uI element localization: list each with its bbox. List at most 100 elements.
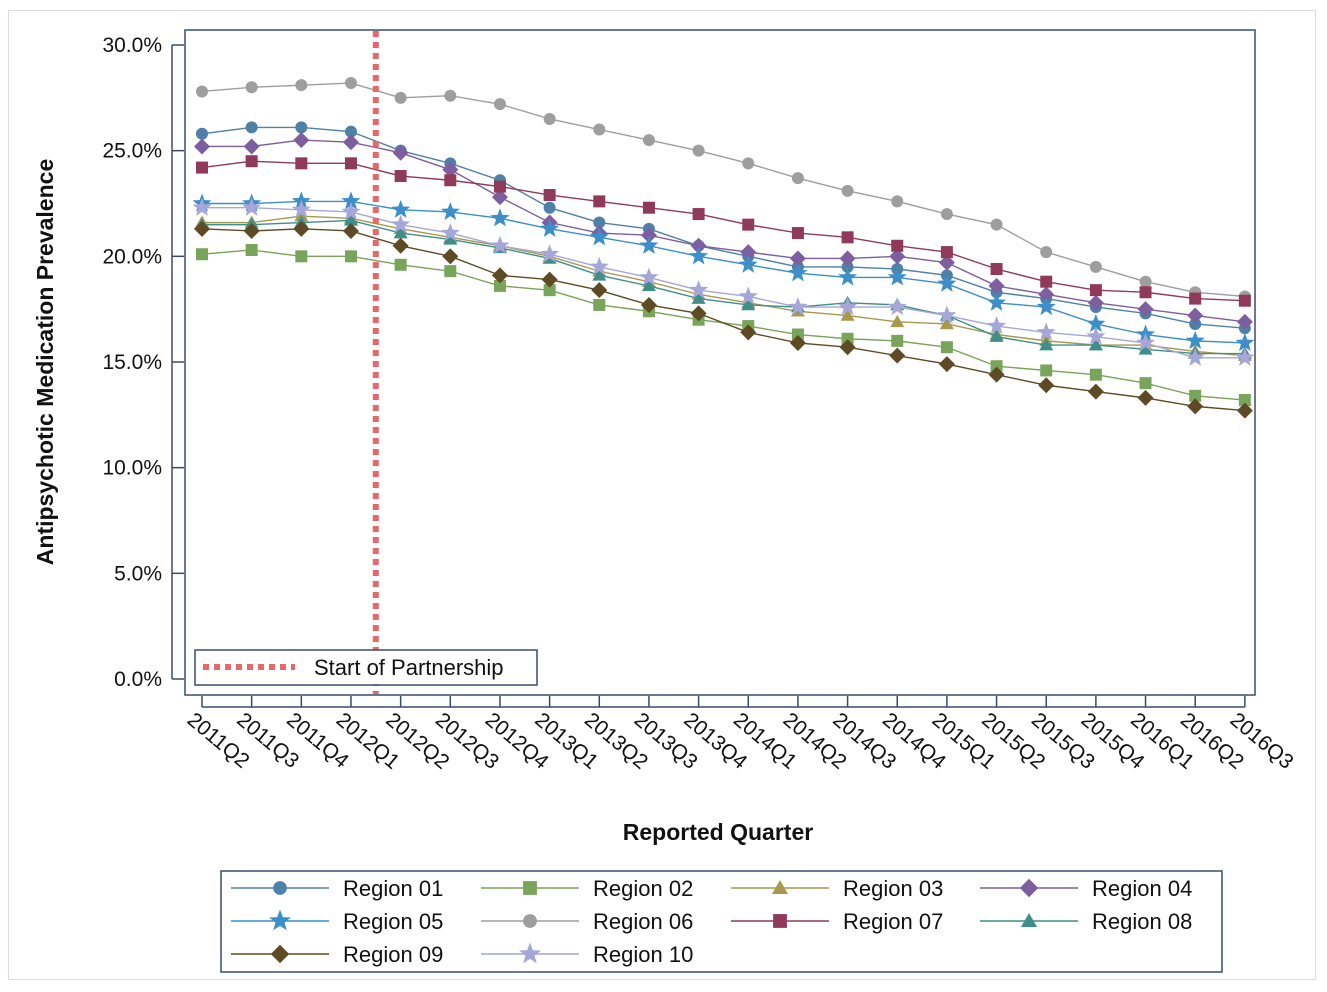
legend-marker xyxy=(523,881,537,895)
data-point xyxy=(295,250,308,263)
legend: Region 01 Region 02 Region 03 Region 04 Regi… xyxy=(220,870,1223,973)
data-point xyxy=(196,85,208,98)
data-point xyxy=(990,360,1003,373)
data-point xyxy=(940,246,953,259)
data-point xyxy=(1087,383,1104,400)
data-point xyxy=(1236,402,1253,419)
data-point xyxy=(789,250,806,267)
legend-marker xyxy=(270,944,290,964)
legend-marker xyxy=(1019,878,1039,898)
data-point xyxy=(1089,368,1102,381)
data-point xyxy=(841,332,854,345)
data-point xyxy=(1036,297,1056,316)
legend-item: Region 10 xyxy=(481,942,693,967)
data-point xyxy=(1236,313,1253,330)
data-point xyxy=(194,220,210,237)
data-point xyxy=(692,144,705,157)
data-point xyxy=(245,81,258,94)
data-point xyxy=(341,191,361,210)
data-point xyxy=(490,235,510,254)
data-point xyxy=(987,292,1007,311)
legend-label: Region 09 xyxy=(343,942,443,967)
data-point xyxy=(1137,389,1154,406)
data-point xyxy=(295,79,308,92)
data-point xyxy=(342,134,359,151)
data-point xyxy=(791,227,804,240)
data-point xyxy=(891,239,904,252)
data-point xyxy=(543,201,556,214)
series-region-07 xyxy=(196,155,1251,307)
y-tick-label: 25.0% xyxy=(102,140,162,163)
data-point xyxy=(242,197,262,216)
data-point xyxy=(988,366,1005,383)
data-point xyxy=(738,254,758,273)
data-point xyxy=(444,174,457,187)
data-point xyxy=(490,208,510,227)
data-point xyxy=(592,268,607,281)
y-tick-label: 10.0% xyxy=(102,457,162,480)
legend-label: Region 07 xyxy=(843,909,943,934)
data-point xyxy=(541,271,558,288)
y-tick-label: 5.0% xyxy=(114,562,162,585)
legend-marker xyxy=(771,879,789,895)
data-point xyxy=(1189,317,1202,330)
data-point xyxy=(1137,301,1154,318)
data-point xyxy=(1089,284,1102,297)
data-point xyxy=(543,112,556,125)
data-point xyxy=(940,208,953,221)
data-point xyxy=(1185,330,1205,349)
data-point xyxy=(491,267,508,284)
x-axis-title: Reported Quarter xyxy=(623,819,813,845)
data-point xyxy=(1036,322,1056,341)
legend-label: Region 01 xyxy=(343,876,443,901)
data-point xyxy=(1088,338,1103,351)
data-point xyxy=(742,218,755,231)
data-point xyxy=(940,341,953,354)
data-point xyxy=(443,232,458,245)
data-point xyxy=(838,297,858,316)
data-point xyxy=(738,286,758,305)
data-point xyxy=(245,155,258,168)
legend-label: Region 02 xyxy=(593,876,693,901)
data-point xyxy=(689,280,709,299)
data-point xyxy=(344,77,357,90)
legend-label: Region 03 xyxy=(843,876,943,901)
data-point xyxy=(640,227,657,244)
data-point xyxy=(1235,332,1255,352)
series-line xyxy=(202,200,1245,344)
y-tick-label: 30.0% xyxy=(102,34,162,57)
data-point xyxy=(394,91,407,104)
data-point xyxy=(887,267,907,286)
data-point xyxy=(640,296,657,313)
data-point xyxy=(394,258,407,271)
data-point xyxy=(1089,260,1102,273)
data-point xyxy=(689,246,709,265)
data-point xyxy=(540,218,560,237)
data-point xyxy=(291,199,311,218)
legend-marker xyxy=(273,881,287,895)
legend-marker xyxy=(773,914,787,928)
data-point xyxy=(493,180,506,193)
data-point xyxy=(540,244,560,263)
legend-item: Region 04 xyxy=(980,876,1192,901)
series-line xyxy=(202,219,1245,355)
data-point xyxy=(593,195,606,208)
data-point xyxy=(442,248,459,265)
data-point xyxy=(742,157,755,170)
data-point xyxy=(990,218,1003,231)
data-point xyxy=(987,316,1007,335)
legend-label: Region 10 xyxy=(593,942,693,967)
data-point xyxy=(342,222,359,239)
data-point xyxy=(838,267,858,286)
data-point xyxy=(988,277,1005,294)
legend-item: Region 01 xyxy=(231,876,443,901)
data-point xyxy=(1238,394,1251,407)
y-tick-label: 0.0% xyxy=(114,668,162,691)
data-point xyxy=(343,213,358,226)
data-point xyxy=(543,284,556,297)
data-point xyxy=(1189,389,1202,402)
data-point xyxy=(741,297,756,311)
data-point xyxy=(791,172,804,185)
data-point xyxy=(788,297,808,316)
